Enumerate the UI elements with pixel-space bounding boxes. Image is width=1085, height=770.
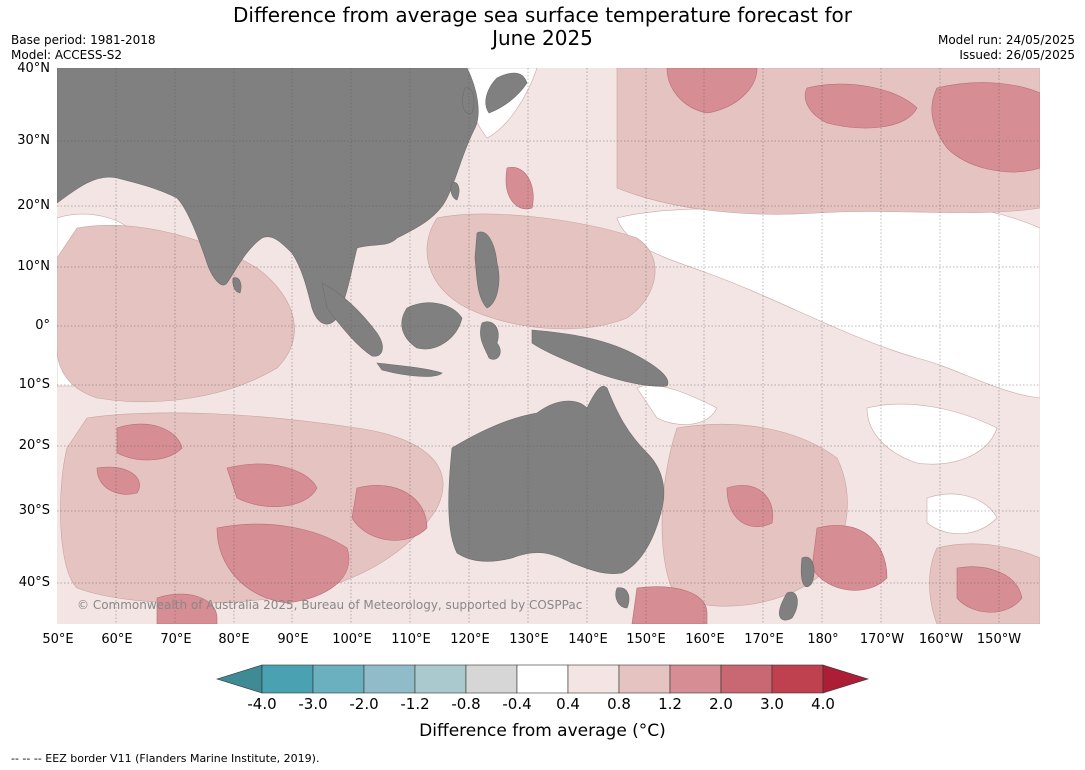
colorbar-segment <box>720 664 773 694</box>
colorbar <box>215 664 870 694</box>
lon-label: 100°E <box>332 632 372 647</box>
eez-footnote: -- -- -- EEZ border V11 (Flanders Marine… <box>11 752 320 765</box>
lon-label: 140°E <box>568 632 608 647</box>
meta-right: Model run: 24/05/2025 Issued: 26/05/2025 <box>938 33 1075 63</box>
colorbar-segment <box>414 664 467 694</box>
colorbar-segment <box>669 664 722 694</box>
colorbar-tick-label: -2.0 <box>349 695 379 713</box>
colorbar-tick-label: 4.0 <box>811 695 835 713</box>
colorbar-tick-label: 1.2 <box>658 695 682 713</box>
lon-label: 170°E <box>744 632 784 647</box>
colorbar-tick-label: -0.8 <box>451 695 481 713</box>
land <box>57 68 815 621</box>
lat-label: 0° <box>35 318 50 333</box>
anomaly-1.2-2.0 <box>96 68 1040 624</box>
title-line-2: June 2025 <box>492 26 593 50</box>
sst-anomaly-map <box>57 68 1040 624</box>
lon-label: 90°E <box>277 632 309 647</box>
colorbar-tick-label: 2.0 <box>709 695 733 713</box>
lon-label: 160°W <box>918 632 964 647</box>
issued-date: Issued: 26/05/2025 <box>959 48 1075 62</box>
colorbar-segment <box>363 664 416 694</box>
colorbar-segment <box>618 664 671 694</box>
lat-label: 30°N <box>17 133 50 148</box>
lon-label: 70°E <box>160 632 192 647</box>
colorbar-segment <box>516 664 569 694</box>
lat-label: 10°S <box>18 377 50 392</box>
colorbar-segment <box>567 664 620 694</box>
lon-label: 130°E <box>509 632 549 647</box>
colorbar-segment <box>261 664 314 694</box>
lon-label: 50°E <box>42 632 74 647</box>
lon-label: 60°E <box>101 632 133 647</box>
colorbar-segment <box>312 664 365 694</box>
lon-label: 150°W <box>976 632 1022 647</box>
lon-label: 110°E <box>391 632 431 647</box>
lat-label: 30°S <box>18 503 50 518</box>
lon-label: 120°E <box>450 632 490 647</box>
colorbar-tick-label: 0.8 <box>607 695 631 713</box>
lon-label: 80°E <box>218 632 250 647</box>
colorbar-right-arrow <box>822 664 870 694</box>
meta-left: Base period: 1981-2018 Model: ACCESS-S2 <box>11 33 156 63</box>
colorbar-segment <box>771 664 824 694</box>
lon-label: 170°W <box>859 632 905 647</box>
lat-label: 10°N <box>17 259 50 274</box>
title-line-1: Difference from average sea surface temp… <box>232 3 852 27</box>
base-period: Base period: 1981-2018 <box>11 33 156 47</box>
colorbar-segment <box>465 664 518 694</box>
colorbar-title: Difference from average (°C) <box>419 721 666 741</box>
colorbar-tick-label: -3.0 <box>298 695 328 713</box>
lat-label: 40°N <box>17 61 50 76</box>
model-name: Model: ACCESS-S2 <box>11 48 123 62</box>
colorbar-tick-label: -1.2 <box>400 695 430 713</box>
chart-title: Difference from average sea surface temp… <box>0 4 1085 50</box>
colorbar-left-arrow <box>215 664 263 694</box>
lat-label: 20°S <box>18 438 50 453</box>
lat-label: 20°N <box>17 198 50 213</box>
colorbar-tick-label: -0.4 <box>502 695 532 713</box>
lon-label: 180° <box>807 632 839 647</box>
copyright-notice: © Commonwealth of Australia 2025, Bureau… <box>77 598 583 612</box>
lon-label: 150°E <box>626 632 666 647</box>
colorbar-tick-label: -4.0 <box>247 695 277 713</box>
map-svg <box>57 68 1040 624</box>
graticule <box>57 68 1040 624</box>
colorbar-tick-label: 3.0 <box>760 695 784 713</box>
lon-label: 160°E <box>685 632 725 647</box>
model-run: Model run: 24/05/2025 <box>937 33 1075 47</box>
lat-label: 40°S <box>18 575 50 590</box>
colorbar-tick-label: 0.4 <box>556 695 580 713</box>
